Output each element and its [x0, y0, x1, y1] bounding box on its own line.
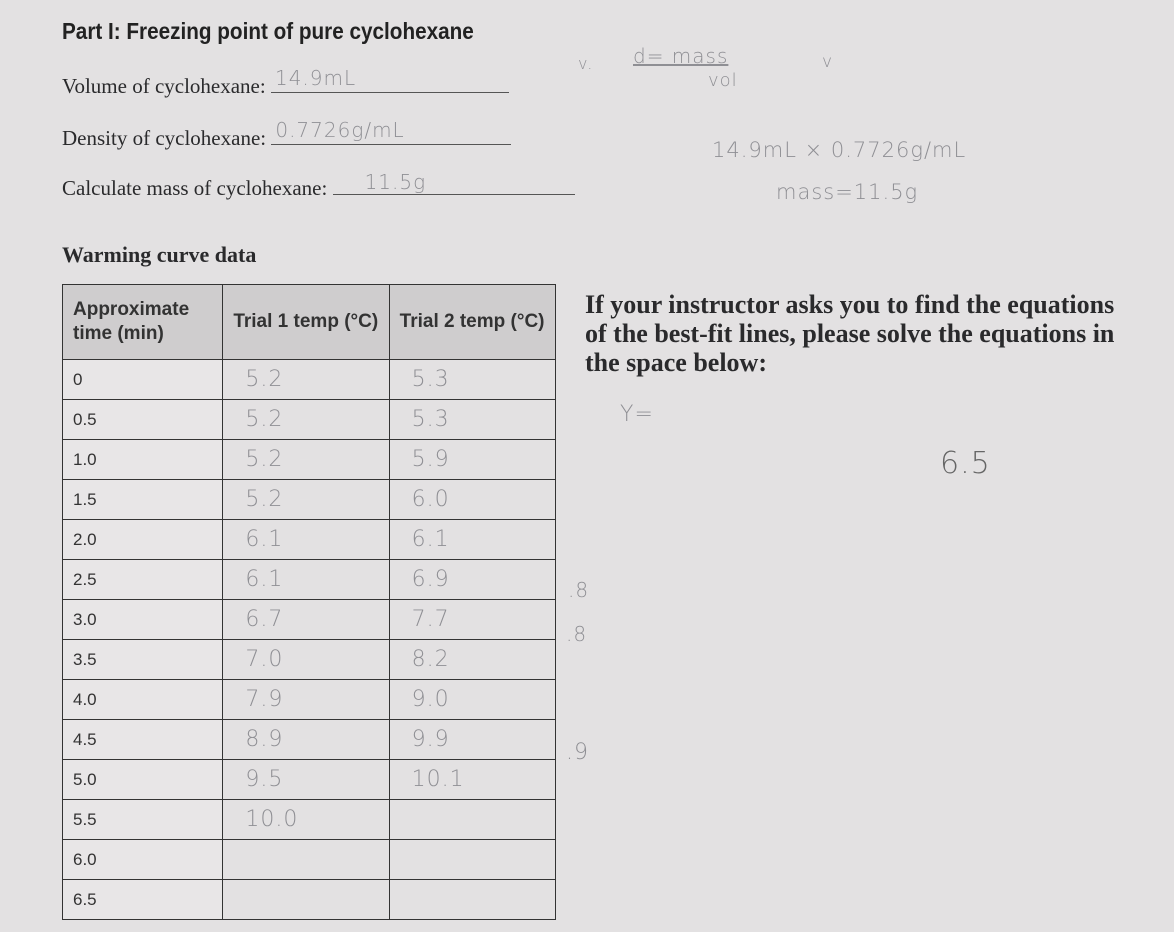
time-cell: 1.5: [61, 479, 224, 520]
trial1-cell[interactable]: [222, 839, 390, 880]
table-row: 3.0 6.7 7.7: [61, 599, 557, 640]
time-cell: 3.5: [61, 639, 224, 680]
trial2-cell[interactable]: [388, 799, 557, 840]
time-cell: 4.5: [61, 719, 224, 760]
trial2-cell[interactable]: 9.9: [388, 719, 557, 760]
volume-field: Volume of cyclohexane: 14.9mL: [62, 66, 509, 99]
time-cell: 3.0: [61, 599, 224, 640]
time-cell: 1.0: [61, 439, 224, 480]
trial2-cell[interactable]: 6.0: [388, 479, 557, 520]
check-mark-note: v.: [578, 54, 594, 73]
trial1-cell[interactable]: 9.5: [222, 759, 390, 800]
trial1-cell[interactable]: 6.1: [222, 559, 390, 600]
part-title: Part I: Freezing point of pure cyclohexa…: [62, 18, 474, 44]
table-row: 4.5 8.9 9.9: [61, 719, 557, 760]
time-cell: 6.0: [61, 839, 224, 880]
table-row: 5.5 10.0: [61, 799, 557, 840]
table-row: 2.5 6.1 6.9: [61, 559, 557, 600]
time-cell: 2.0: [61, 519, 224, 560]
trial2-cell[interactable]: [388, 839, 557, 880]
trial2-cell[interactable]: 5.3: [388, 399, 557, 440]
time-cell: 6.5: [61, 879, 224, 920]
value-note: 6.5: [940, 446, 991, 481]
header-trial2: Trial 2 temp (°C): [388, 284, 557, 360]
check-mark-note: v: [822, 52, 834, 72]
time-cell: 5.0: [61, 759, 224, 800]
calculation-note: 14.9mL × 0.7726g/mL: [712, 138, 967, 162]
trial1-cell[interactable]: 10.0: [222, 799, 390, 840]
instructions: If your instructor asks you to find the …: [585, 290, 1115, 377]
trial2-cell[interactable]: 5.9: [388, 439, 557, 480]
time-cell: 2.5: [61, 559, 224, 600]
trial2-cell[interactable]: 8.2: [388, 639, 557, 680]
trial1-cell[interactable]: 7.0: [222, 639, 390, 680]
time-cell: 0: [61, 359, 224, 400]
trial2-cell[interactable]: 5.3: [388, 359, 557, 400]
table-row: 6.5: [61, 879, 557, 920]
table-row: 2.0 6.1 6.1: [61, 519, 557, 560]
table-header-row: Approximate time (min) Trial 1 temp (°C)…: [61, 284, 557, 360]
mass-result-note: mass=11.5g: [776, 180, 919, 204]
table-row: 1.5 5.2 6.0: [61, 479, 557, 520]
trial1-cell[interactable]: 5.2: [222, 399, 390, 440]
trial1-cell[interactable]: [222, 879, 390, 920]
density-value[interactable]: 0.7726g/mL: [275, 118, 405, 142]
table-row: 4.0 7.9 9.0: [61, 679, 557, 720]
table-row: 0.5 5.2 5.3: [61, 399, 557, 440]
mass-value[interactable]: 11.5g: [364, 170, 427, 194]
header-trial1: Trial 1 temp (°C): [222, 284, 390, 360]
margin-note: .9: [566, 740, 589, 765]
margin-note: .8: [566, 622, 588, 646]
trial2-cell[interactable]: 9.0: [388, 679, 557, 720]
time-cell: 4.0: [61, 679, 224, 720]
trial1-cell[interactable]: 7.9: [222, 679, 390, 720]
trial1-cell[interactable]: 5.2: [222, 359, 390, 400]
margin-note: .8: [568, 578, 590, 602]
density-label: Density of cyclohexane:: [62, 126, 267, 150]
trial1-cell[interactable]: 5.2: [222, 479, 390, 520]
trial1-cell[interactable]: 5.2: [222, 439, 390, 480]
warming-curve-table: Approximate time (min) Trial 1 temp (°C)…: [61, 284, 557, 920]
volume-value[interactable]: 14.9mL: [274, 66, 357, 90]
density-field: Density of cyclohexane: 0.7726g/mL: [62, 118, 512, 151]
trial2-cell[interactable]: [388, 879, 557, 920]
trial2-cell[interactable]: 7.7: [388, 599, 557, 640]
volume-label: Volume of cyclohexane:: [62, 74, 266, 98]
trial1-cell[interactable]: 6.1: [222, 519, 390, 560]
trial2-cell[interactable]: 6.9: [388, 559, 557, 600]
trial1-cell[interactable]: 6.7: [222, 599, 390, 640]
equation-note: Y=: [620, 402, 654, 427]
formula-numerator: d= mass: [633, 44, 729, 68]
mass-label: Calculate mass of cyclohexane:: [62, 176, 328, 200]
table-row: 0 5.2 5.3: [61, 359, 557, 400]
time-cell: 5.5: [61, 799, 224, 840]
time-cell: 0.5: [61, 399, 224, 440]
table-row: 1.0 5.2 5.9: [61, 439, 557, 480]
trial2-cell[interactable]: 10.1: [388, 759, 557, 800]
table-row: 3.5 7.0 8.2: [61, 639, 557, 680]
trial1-cell[interactable]: 8.9: [222, 719, 390, 760]
table-row: 6.0: [61, 839, 557, 880]
trial2-cell[interactable]: 6.1: [388, 519, 557, 560]
mass-field: Calculate mass of cyclohexane: 11.5g: [62, 170, 575, 201]
header-time: Approximate time (min): [61, 284, 224, 360]
section-title: Warming curve data: [62, 242, 257, 267]
table-row: 5.0 9.5 10.1: [61, 759, 557, 800]
formula-denominator: vol: [708, 70, 738, 91]
